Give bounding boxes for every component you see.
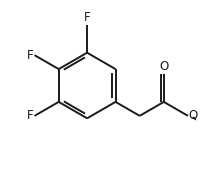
- Text: F: F: [27, 49, 34, 62]
- Text: F: F: [27, 109, 34, 122]
- Text: O: O: [159, 60, 168, 73]
- Text: O: O: [189, 109, 198, 122]
- Text: F: F: [84, 11, 90, 24]
